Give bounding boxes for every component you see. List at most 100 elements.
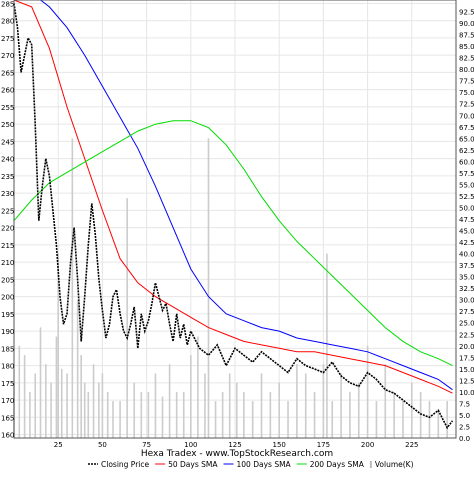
y-tick-label-right: 5.0: [459, 412, 470, 420]
volume-bar: [428, 401, 431, 438]
y-tick-label-right: 22.5: [459, 331, 474, 339]
y-tick-label-left: 280: [1, 18, 14, 26]
y-tick-label-left: 185: [1, 345, 14, 353]
y-tick-label-right: 27.5: [459, 308, 474, 316]
legend-label-closing-price: Closing Price: [101, 460, 149, 469]
volume-bar: [80, 355, 82, 438]
volume-bar: [83, 382, 86, 438]
y-tick-label-right: 80.0: [459, 66, 474, 74]
y-tick-label-left: 240: [1, 156, 14, 164]
volume-bar: [182, 391, 185, 438]
volume-bar: [39, 327, 42, 438]
legend-label-50-days-sma: 50 Days SMA: [168, 460, 218, 469]
y-tick-label-right: 7.5: [459, 400, 470, 408]
volume-bar: [147, 391, 150, 438]
y-tick-label-left: 220: [1, 225, 14, 233]
y-tick-label-left: 255: [1, 104, 14, 112]
y-tick-label-left: 270: [1, 52, 14, 60]
volume-bar: [101, 373, 104, 438]
volume-bar: [197, 336, 199, 438]
volume-bar: [384, 364, 387, 438]
volume-bar: [23, 355, 26, 438]
y-tick-label-right: 85.0: [459, 43, 474, 51]
y-tick-label-right: 35.0: [459, 274, 474, 282]
y-tick-label-left: 200: [1, 294, 14, 302]
volume-bar: [214, 401, 217, 438]
volume-bar: [190, 355, 192, 438]
legend-swatch-volume-k: [369, 461, 372, 468]
y-tick-label-right: 67.5: [459, 124, 474, 132]
y-tick-label-left: 250: [1, 121, 14, 129]
series-line-200-days-sma: [13, 120, 453, 367]
y-tick-label-left: 265: [1, 69, 14, 77]
x-tick-label: 125: [228, 441, 241, 449]
y-tick-label-right: 20.0: [459, 343, 474, 351]
chart-title: Hexa Tradex - www.TopStockResearch.com: [141, 449, 333, 459]
volume-bar: [446, 401, 448, 438]
volume-bars: [13, 138, 448, 438]
y-tick-label-right: 50.0: [459, 204, 474, 212]
y-tick-label-right: 65.0: [459, 135, 474, 143]
volume-bar: [357, 382, 360, 438]
volume-bar: [228, 373, 231, 438]
volume-bar: [235, 382, 238, 438]
y-tick-label-right: 30.0: [459, 297, 474, 305]
y-tick-label-right: 72.5: [459, 101, 474, 109]
y-tick-label-right: 52.5: [459, 193, 474, 201]
y-tick-label-right: 15.0: [459, 366, 474, 374]
volume-bar: [140, 391, 143, 438]
volume-bar: [287, 401, 289, 438]
x-tick-label: 200: [361, 441, 374, 449]
series-line-50-days-sma: [13, 0, 453, 394]
y-tick-label-left: 260: [1, 87, 14, 95]
volume-bar: [340, 373, 342, 438]
volume-bar: [296, 364, 298, 438]
y-tick-label-left: 225: [1, 207, 14, 215]
x-tick-label: 150: [273, 441, 286, 449]
y-tick-label-right: 25.0: [459, 320, 474, 328]
volume-bar: [313, 391, 316, 438]
volume-bar: [304, 373, 307, 438]
y-tick-label-left: 235: [1, 173, 14, 181]
y-tick-label-left: 170: [1, 397, 14, 405]
y-tick-label-right: 47.5: [459, 216, 474, 224]
y-tick-label-left: 165: [1, 414, 14, 422]
legend-label-200-days-sma: 200 Days SMA: [310, 460, 365, 469]
y-tick-label-right: 62.5: [459, 147, 474, 155]
y-tick-label-left: 205: [1, 276, 14, 284]
volume-bar: [349, 391, 351, 438]
series-line-closing-price: [13, 3, 454, 430]
y-tick-label-right: 42.5: [459, 239, 474, 247]
volume-bar: [126, 198, 128, 438]
volume-bar: [322, 364, 325, 438]
volume-bar: [154, 373, 157, 438]
volume-bar: [66, 373, 68, 438]
y-tick-label-right: 70.0: [459, 112, 474, 120]
y-tick-label-left: 285: [1, 0, 14, 8]
x-tick-label: 50: [98, 441, 107, 449]
y-tick-label-right: 45.0: [459, 228, 474, 236]
x-tick-label: 225: [405, 441, 418, 449]
y-tick-label-left: 275: [1, 35, 14, 43]
y-tick-label-left: 160: [1, 432, 14, 440]
y-tick-label-right: 90.0: [459, 20, 474, 28]
y-tick-label-right: 55.0: [459, 181, 474, 189]
y-tick-label-right: 12.5: [459, 377, 474, 385]
x-axis: 25 50 75 100 125 150 175 200 225: [54, 441, 419, 449]
volume-bar: [133, 382, 136, 438]
y-tick-label-right: 57.5: [459, 170, 474, 178]
volume-bar: [326, 253, 328, 438]
volume-bar: [55, 336, 58, 438]
volume-bar: [402, 401, 404, 438]
x-tick-label: 175: [317, 441, 330, 449]
x-tick-label: 25: [54, 441, 63, 449]
volume-bar: [60, 368, 63, 438]
volume-bar: [119, 401, 121, 438]
y-tick-label-right: 17.5: [459, 354, 474, 362]
volume-bar: [375, 401, 378, 438]
volume-bar: [71, 138, 74, 438]
y-tick-label-right: 40.0: [459, 251, 474, 259]
volume-bar: [92, 364, 95, 438]
